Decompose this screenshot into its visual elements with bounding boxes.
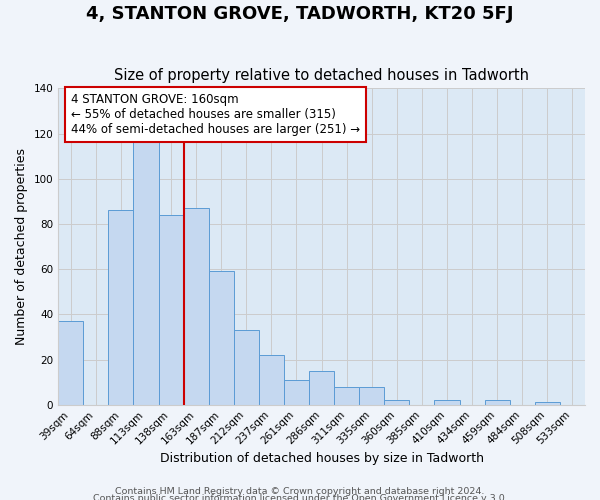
Bar bbox=[334, 386, 359, 404]
Bar bbox=[109, 210, 133, 404]
Text: Contains HM Land Registry data © Crown copyright and database right 2024.: Contains HM Land Registry data © Crown c… bbox=[115, 487, 485, 496]
Bar bbox=[434, 400, 460, 404]
Bar bbox=[209, 272, 234, 404]
Bar bbox=[309, 371, 334, 404]
X-axis label: Distribution of detached houses by size in Tadworth: Distribution of detached houses by size … bbox=[160, 452, 484, 465]
Bar bbox=[284, 380, 309, 404]
Bar bbox=[58, 321, 83, 404]
Y-axis label: Number of detached properties: Number of detached properties bbox=[15, 148, 28, 345]
Title: Size of property relative to detached houses in Tadworth: Size of property relative to detached ho… bbox=[114, 68, 529, 83]
Bar bbox=[259, 355, 284, 405]
Text: Contains public sector information licensed under the Open Government Licence v : Contains public sector information licen… bbox=[92, 494, 508, 500]
Bar bbox=[234, 330, 259, 404]
Text: 4, STANTON GROVE, TADWORTH, KT20 5FJ: 4, STANTON GROVE, TADWORTH, KT20 5FJ bbox=[86, 5, 514, 23]
Bar bbox=[535, 402, 560, 404]
Bar bbox=[133, 138, 158, 404]
Bar bbox=[385, 400, 409, 404]
Bar bbox=[184, 208, 209, 404]
Bar bbox=[158, 215, 184, 404]
Bar bbox=[485, 400, 510, 404]
Bar bbox=[359, 386, 385, 404]
Text: 4 STANTON GROVE: 160sqm
← 55% of detached houses are smaller (315)
44% of semi-d: 4 STANTON GROVE: 160sqm ← 55% of detache… bbox=[71, 93, 360, 136]
